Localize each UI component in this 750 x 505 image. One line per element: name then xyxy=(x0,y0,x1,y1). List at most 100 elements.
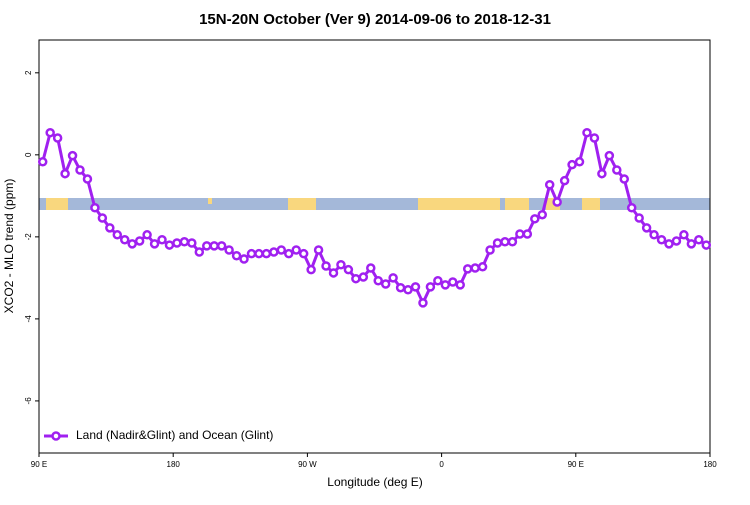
point xyxy=(418,298,428,308)
point xyxy=(134,236,145,246)
point xyxy=(246,248,257,259)
point xyxy=(686,239,697,249)
point xyxy=(462,264,473,274)
y-tick-label: -4 xyxy=(24,315,33,323)
y-tick-label: 0 xyxy=(24,152,33,157)
point xyxy=(45,127,55,138)
point xyxy=(306,264,316,275)
point xyxy=(172,238,182,248)
point xyxy=(515,229,525,239)
point xyxy=(224,245,234,255)
point xyxy=(276,245,287,255)
point xyxy=(574,157,585,167)
point xyxy=(656,234,667,245)
point xyxy=(641,223,652,233)
point xyxy=(52,133,63,143)
point xyxy=(634,213,644,223)
point xyxy=(351,273,361,284)
point xyxy=(90,202,100,213)
point xyxy=(530,214,540,224)
point xyxy=(67,150,78,161)
x-axis-label: Longitude (deg E) xyxy=(327,475,422,489)
point xyxy=(298,248,309,259)
point xyxy=(105,223,115,233)
point xyxy=(157,234,167,245)
point xyxy=(164,240,175,250)
point xyxy=(612,165,622,175)
point xyxy=(239,254,249,264)
point xyxy=(477,262,488,272)
point xyxy=(626,202,637,213)
plot-frame xyxy=(38,39,711,454)
point xyxy=(75,165,85,175)
point xyxy=(694,234,704,245)
point xyxy=(373,275,383,286)
point xyxy=(679,230,689,240)
point xyxy=(552,197,562,207)
point xyxy=(343,264,354,275)
point xyxy=(492,238,503,248)
point xyxy=(380,279,391,289)
point xyxy=(37,157,48,167)
point xyxy=(522,229,533,239)
x-tick-label: 180 xyxy=(167,460,181,469)
x-tick-label: 90 W xyxy=(298,460,317,469)
point xyxy=(284,248,294,259)
point xyxy=(671,236,682,246)
point xyxy=(202,241,212,251)
point xyxy=(664,239,674,249)
point xyxy=(500,237,510,247)
point xyxy=(291,245,301,255)
map-strip xyxy=(39,198,710,210)
point xyxy=(544,180,555,190)
point xyxy=(336,260,346,270)
point xyxy=(604,150,615,161)
point xyxy=(254,248,264,259)
point xyxy=(410,282,421,292)
point xyxy=(366,263,376,273)
point xyxy=(187,238,197,248)
point xyxy=(97,213,108,223)
point xyxy=(142,230,152,240)
legend-label: Land (Nadir&Glint) and Ocean (Glint) xyxy=(76,428,273,442)
point xyxy=(455,280,465,290)
point xyxy=(403,285,413,295)
point xyxy=(567,159,577,170)
x-tick-label: 0 xyxy=(439,460,444,469)
point xyxy=(82,174,93,184)
x-tick-label: 180 xyxy=(703,460,717,469)
point xyxy=(194,247,205,257)
chart-title: 15N-20N October (Ver 9) 2014-09-06 to 20… xyxy=(199,11,551,28)
point xyxy=(209,241,219,251)
point xyxy=(112,230,123,240)
point xyxy=(649,230,659,240)
point xyxy=(559,175,570,186)
point xyxy=(507,237,518,247)
point xyxy=(321,261,331,271)
y-tick-label: -6 xyxy=(24,397,33,405)
point xyxy=(395,282,406,293)
point xyxy=(448,277,458,287)
point xyxy=(425,282,436,292)
point xyxy=(313,245,324,255)
y-tick-label: -2 xyxy=(24,233,33,241)
point xyxy=(127,239,137,249)
point xyxy=(485,245,495,255)
point xyxy=(470,263,480,273)
point xyxy=(582,127,592,138)
y-axis-label: XCO2 - MLO trend (ppm) xyxy=(2,179,16,314)
point xyxy=(231,250,242,261)
y-tick-label: 2 xyxy=(24,70,33,75)
point xyxy=(261,248,272,259)
point xyxy=(328,268,339,278)
point xyxy=(149,239,160,249)
x-tick-label: 90 E xyxy=(568,460,584,469)
point xyxy=(589,133,600,143)
point xyxy=(269,247,279,257)
legend-marker xyxy=(51,431,61,441)
point xyxy=(179,237,190,247)
point xyxy=(619,174,630,184)
point xyxy=(216,241,227,251)
point xyxy=(433,275,443,286)
